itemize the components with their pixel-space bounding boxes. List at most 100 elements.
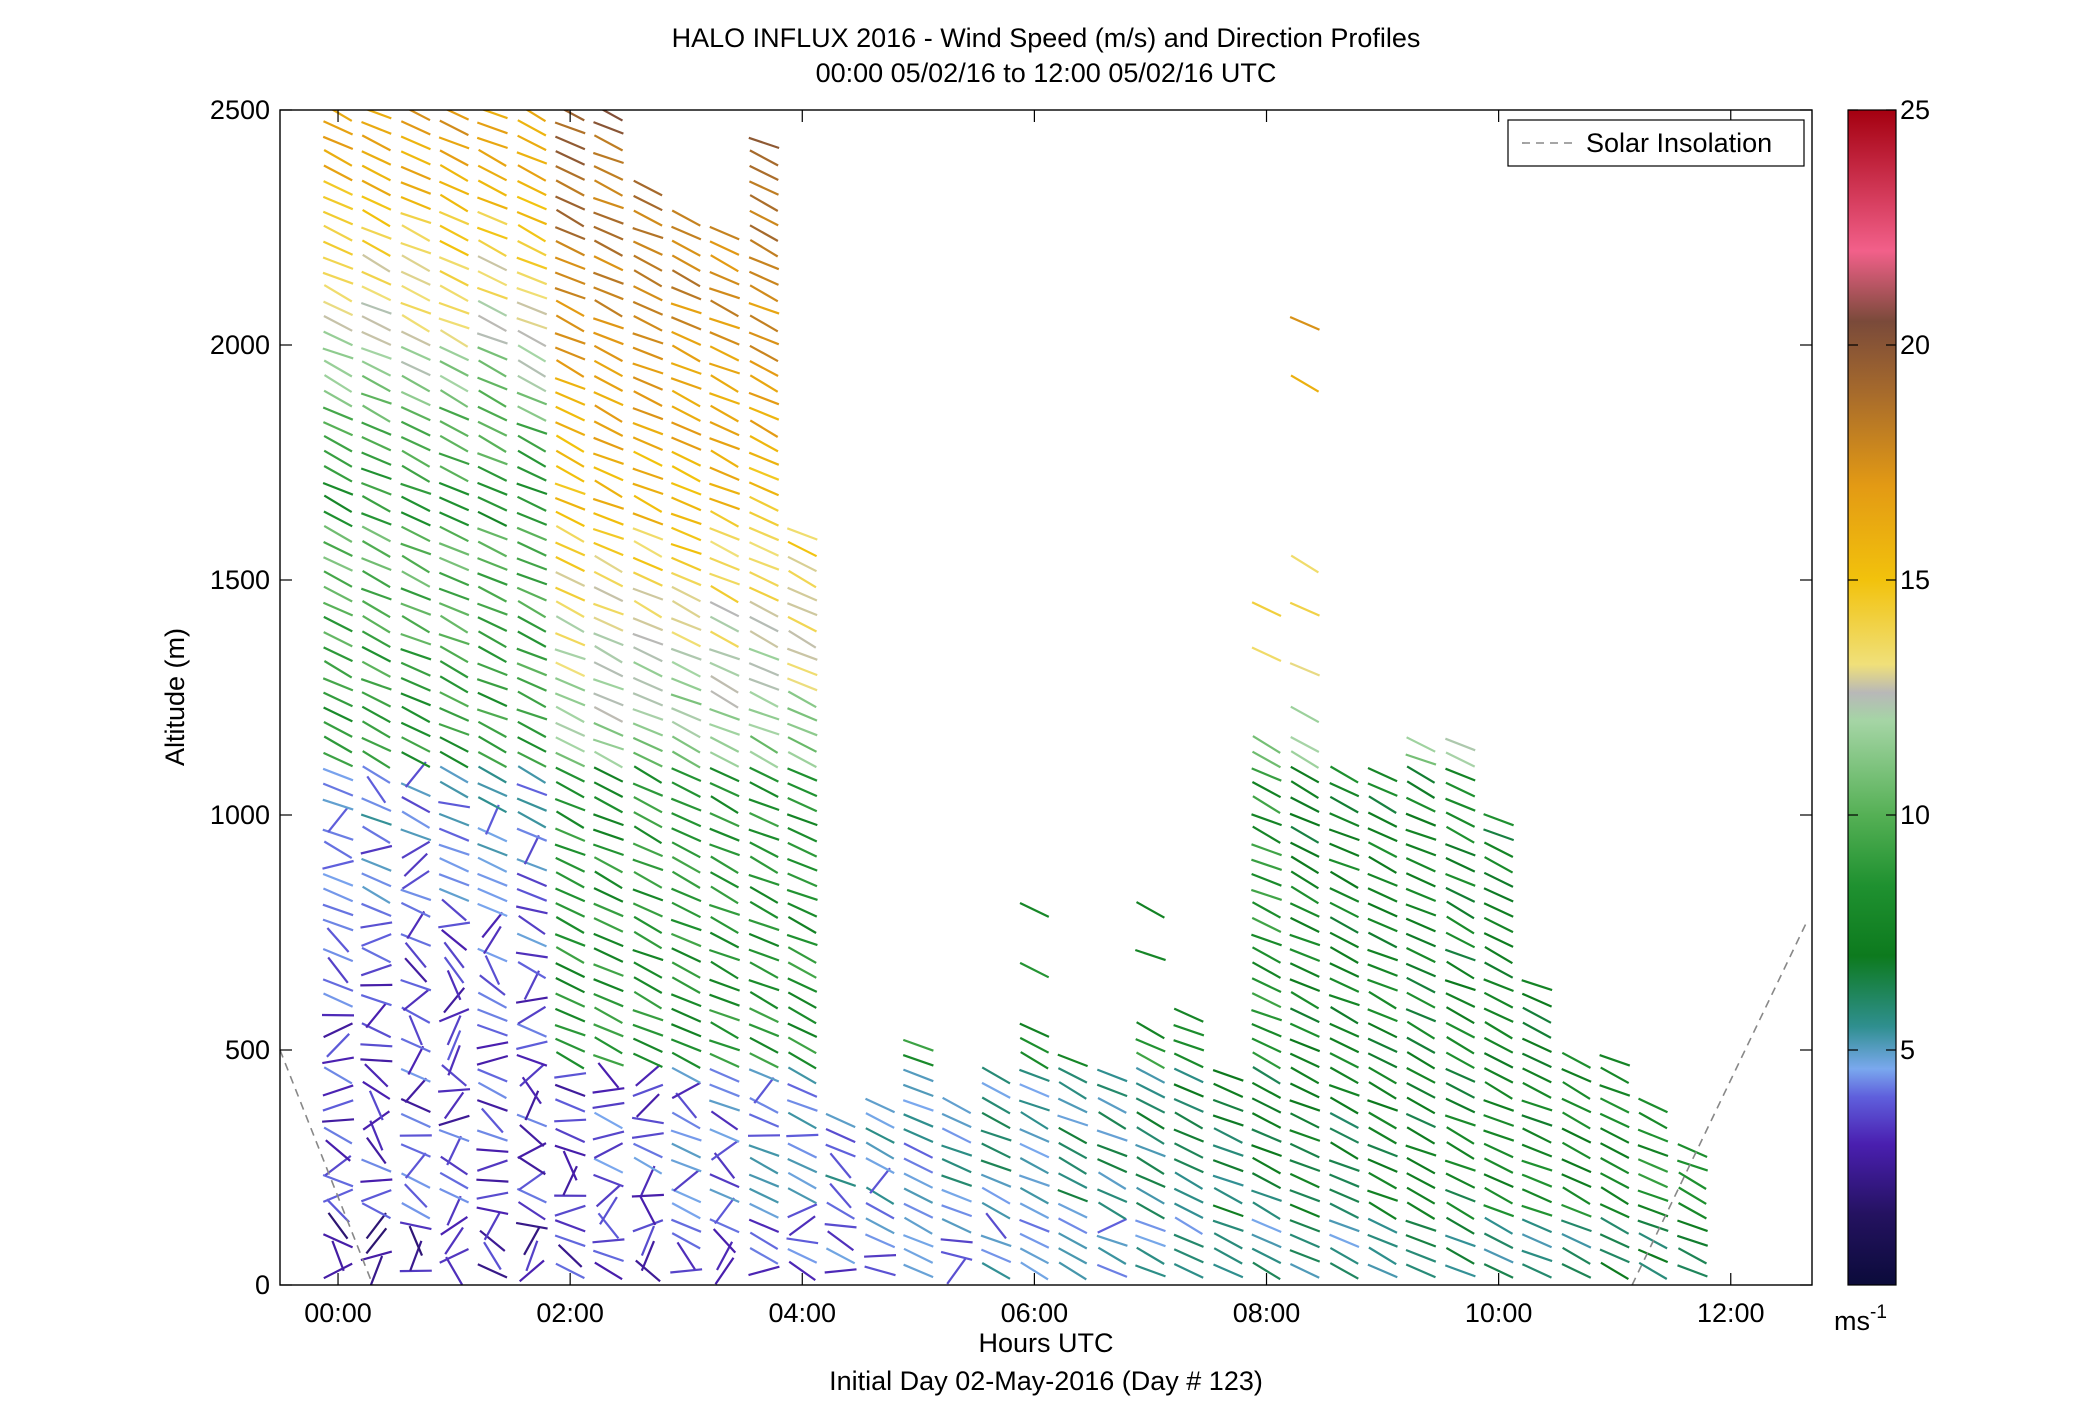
chart-title: HALO INFLUX 2016 - Wind Speed (m/s) and … <box>672 23 1421 53</box>
wind-arrow <box>323 330 353 347</box>
wind-arrow <box>1483 871 1514 888</box>
wind-arrow <box>554 1083 586 1098</box>
wind-arrow <box>671 1007 702 1023</box>
wind-arrow <box>477 616 508 632</box>
wind-arrow <box>748 828 780 841</box>
wind-arrow <box>1599 1054 1631 1067</box>
wind-arrow <box>401 614 431 634</box>
wind-arrow <box>865 1157 895 1175</box>
wind-arrow <box>1483 932 1514 948</box>
wind-arrow <box>323 570 353 588</box>
wind-arrow <box>554 677 586 692</box>
wind-arrow <box>517 374 547 393</box>
wind-arrow <box>477 947 508 963</box>
x-axis-label: Hours UTC <box>978 1328 1113 1358</box>
wind-arrow <box>477 645 507 664</box>
wind-arrow <box>361 270 392 286</box>
wind-arrow <box>519 1124 545 1148</box>
wind-arrow <box>593 706 624 723</box>
wind-arrow <box>902 1054 934 1067</box>
wind-arrow <box>903 1068 934 1083</box>
wind-arrow <box>1483 1007 1514 1023</box>
wind-arrow <box>439 420 469 438</box>
y-tick-label: 2500 <box>210 95 270 125</box>
wind-arrow <box>477 270 508 287</box>
wind-arrow <box>323 735 353 754</box>
wind-arrow <box>1405 887 1437 903</box>
wind-arrow <box>1367 978 1398 992</box>
wind-arrow <box>710 374 739 393</box>
wind-arrow <box>749 1231 779 1251</box>
wind-arrow <box>360 1043 393 1048</box>
wind-arrow <box>670 362 702 375</box>
wind-arrow <box>1405 917 1436 933</box>
wind-arrow <box>517 495 547 512</box>
wind-arrow <box>361 933 392 947</box>
wind-arrow <box>1289 962 1320 978</box>
wind-arrow <box>592 1249 624 1263</box>
wind-arrow <box>1251 916 1282 933</box>
wind-arrow <box>1445 931 1476 949</box>
wind-arrow <box>903 1157 934 1174</box>
wind-arrow <box>361 557 392 572</box>
wind-arrow <box>1058 1081 1087 1100</box>
wind-arrow <box>404 1183 428 1209</box>
wind-arrow <box>515 1221 548 1230</box>
wind-arrow <box>903 1142 934 1159</box>
wind-arrow <box>476 1099 508 1112</box>
x-tick-label: 10:00 <box>1465 1298 1533 1328</box>
wind-arrow <box>477 782 508 798</box>
wind-arrow <box>748 1265 780 1277</box>
wind-arrow <box>671 976 701 994</box>
wind-arrow <box>1521 1233 1553 1249</box>
wind-arrow <box>593 1006 623 1025</box>
wind-arrow <box>1561 1141 1591 1160</box>
wind-arrow <box>593 947 624 963</box>
wind-arrow <box>632 527 664 541</box>
wind-arrow <box>748 557 780 571</box>
plot-frame <box>279 109 1813 1286</box>
wind-arrow <box>480 1107 504 1134</box>
wind-arrow <box>322 1173 354 1188</box>
wind-arrow <box>400 330 431 347</box>
wind-arrow <box>516 932 547 948</box>
wind-arrow <box>1251 767 1282 782</box>
wind-arrow <box>748 647 780 661</box>
wind-arrow <box>400 828 432 842</box>
wind-arrow <box>1483 978 1514 993</box>
wind-arrow <box>362 253 391 273</box>
wind-arrow <box>323 149 353 167</box>
wind-arrow <box>1019 1022 1050 1038</box>
wind-arrow <box>1406 1201 1436 1220</box>
wind-arrow <box>361 179 392 197</box>
wind-arrow <box>593 1111 623 1130</box>
wind-arrow <box>1289 1219 1321 1233</box>
wind-arrow <box>787 736 818 753</box>
wind-arrow <box>633 315 663 332</box>
wind-arrow <box>1328 994 1360 1007</box>
wind-arrow <box>362 885 391 905</box>
wind-arrow <box>788 629 817 649</box>
wind-arrow <box>1018 1174 1050 1187</box>
wind-arrow <box>516 858 548 872</box>
wind-arrow <box>554 482 586 496</box>
wind-arrow <box>1561 1158 1592 1174</box>
wind-arrow <box>787 1157 818 1174</box>
wind-arrow <box>1329 870 1359 889</box>
wind-arrow <box>555 992 586 1008</box>
wind-arrow <box>670 617 702 632</box>
wind-arrow <box>632 842 664 858</box>
wind-arrow <box>1484 1021 1513 1040</box>
wind-arrow <box>1329 1112 1359 1129</box>
wind-arrow <box>400 270 431 286</box>
wind-arrow <box>446 1135 462 1166</box>
wind-arrow <box>671 496 702 512</box>
wind-arrow <box>709 540 740 558</box>
wind-arrow <box>1329 1233 1360 1249</box>
wind-arrow <box>555 586 586 602</box>
wind-arrow <box>1445 1246 1475 1265</box>
wind-arrow <box>671 225 702 241</box>
wind-arrow <box>1173 1233 1204 1248</box>
wind-arrow <box>517 359 547 378</box>
wind-arrow <box>1484 1186 1514 1205</box>
